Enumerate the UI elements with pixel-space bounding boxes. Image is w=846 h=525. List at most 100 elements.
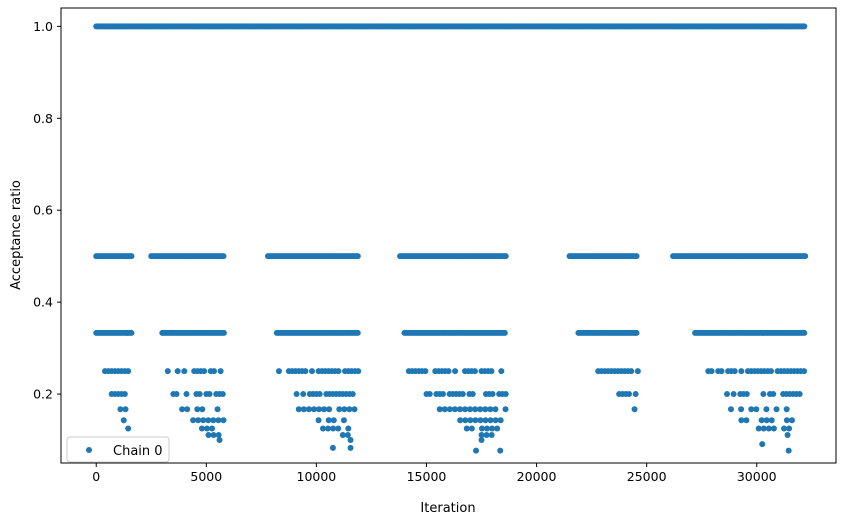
data-point (275, 368, 282, 375)
data-point (484, 425, 491, 432)
data-point (300, 406, 307, 413)
data-point (477, 406, 484, 413)
data-point (216, 437, 223, 444)
data-point (174, 368, 181, 375)
data-point (125, 425, 132, 432)
data-point (199, 406, 206, 413)
data-point (452, 368, 459, 375)
x-axis-ticks: 0 5000 10000 15000 20000 25000 30000 (92, 463, 777, 484)
data-point (633, 329, 640, 336)
plot-frame (60, 7, 837, 464)
data-point (128, 329, 135, 336)
data-point (763, 406, 770, 413)
data-point (492, 417, 499, 424)
data-point (718, 368, 725, 375)
data-point (631, 406, 638, 413)
data-point (340, 417, 347, 424)
data-point (120, 417, 127, 424)
data-point (326, 406, 333, 413)
data-point (738, 406, 745, 413)
data-point (738, 368, 745, 375)
data-point (469, 391, 476, 398)
data-point (302, 368, 309, 375)
data-point (727, 406, 734, 413)
data-point (347, 444, 354, 451)
data-point (315, 417, 322, 424)
data-point (426, 391, 433, 398)
data-point (205, 417, 212, 424)
data-point (316, 406, 323, 413)
data-point (451, 406, 458, 413)
data-point (206, 391, 213, 398)
data-point (487, 406, 494, 413)
data-point (194, 406, 201, 413)
legend: Chain 0 (66, 436, 170, 463)
data-point (198, 425, 205, 432)
data-point (468, 425, 475, 432)
data-point (760, 391, 767, 398)
x-tick-label: 5000 (190, 469, 222, 484)
data-point (128, 253, 135, 260)
data-point (354, 329, 361, 336)
data-point (355, 368, 362, 375)
data-point (467, 417, 474, 424)
data-point (802, 253, 809, 260)
data-point (345, 425, 352, 432)
data-point (633, 253, 640, 260)
data-point (497, 417, 504, 424)
data-point (214, 406, 221, 413)
data-point (422, 368, 429, 375)
data-point (781, 425, 788, 432)
data-point (773, 406, 780, 413)
data-point (801, 329, 808, 336)
data-point (349, 391, 356, 398)
data-point (502, 253, 509, 260)
data-point (478, 425, 485, 432)
data-point (122, 406, 129, 413)
data-point (209, 425, 216, 432)
data-point (179, 406, 186, 413)
data-point (477, 417, 484, 424)
data-point (217, 368, 224, 375)
data-point (489, 391, 496, 398)
data-point (765, 425, 772, 432)
data-point (347, 437, 354, 444)
data-point (164, 368, 171, 375)
data-point (335, 425, 342, 432)
data-point (784, 431, 791, 438)
data-point (768, 417, 775, 424)
data-point (210, 417, 217, 424)
data-point (436, 406, 443, 413)
data-point (498, 368, 505, 375)
y-tick-label: 0.4 (33, 295, 53, 310)
data-point (335, 368, 342, 375)
data-point (445, 368, 452, 375)
x-axis-label: Iteration (420, 501, 475, 516)
data-point (743, 391, 750, 398)
data-point (748, 406, 755, 413)
y-tick-label: 0.2 (33, 387, 53, 402)
data-point (341, 406, 348, 413)
data-point (316, 391, 323, 398)
data-point (346, 406, 353, 413)
data-point (308, 368, 315, 375)
data-point (783, 417, 790, 424)
data-point (478, 437, 485, 444)
data-point (211, 368, 218, 375)
data-point (446, 406, 453, 413)
y-tick-label: 0.8 (33, 111, 53, 126)
data-point (786, 425, 793, 432)
y-tick-label: 0.6 (33, 203, 53, 218)
data-point (325, 425, 332, 432)
data-point (738, 417, 745, 424)
data-point (482, 417, 489, 424)
data-point (220, 417, 227, 424)
x-tick-label: 15000 (407, 469, 447, 484)
data-point (463, 425, 470, 432)
data-point (724, 391, 731, 398)
data-point (215, 417, 222, 424)
data-point (758, 417, 765, 424)
data-point (195, 417, 202, 424)
data-point (487, 417, 494, 424)
